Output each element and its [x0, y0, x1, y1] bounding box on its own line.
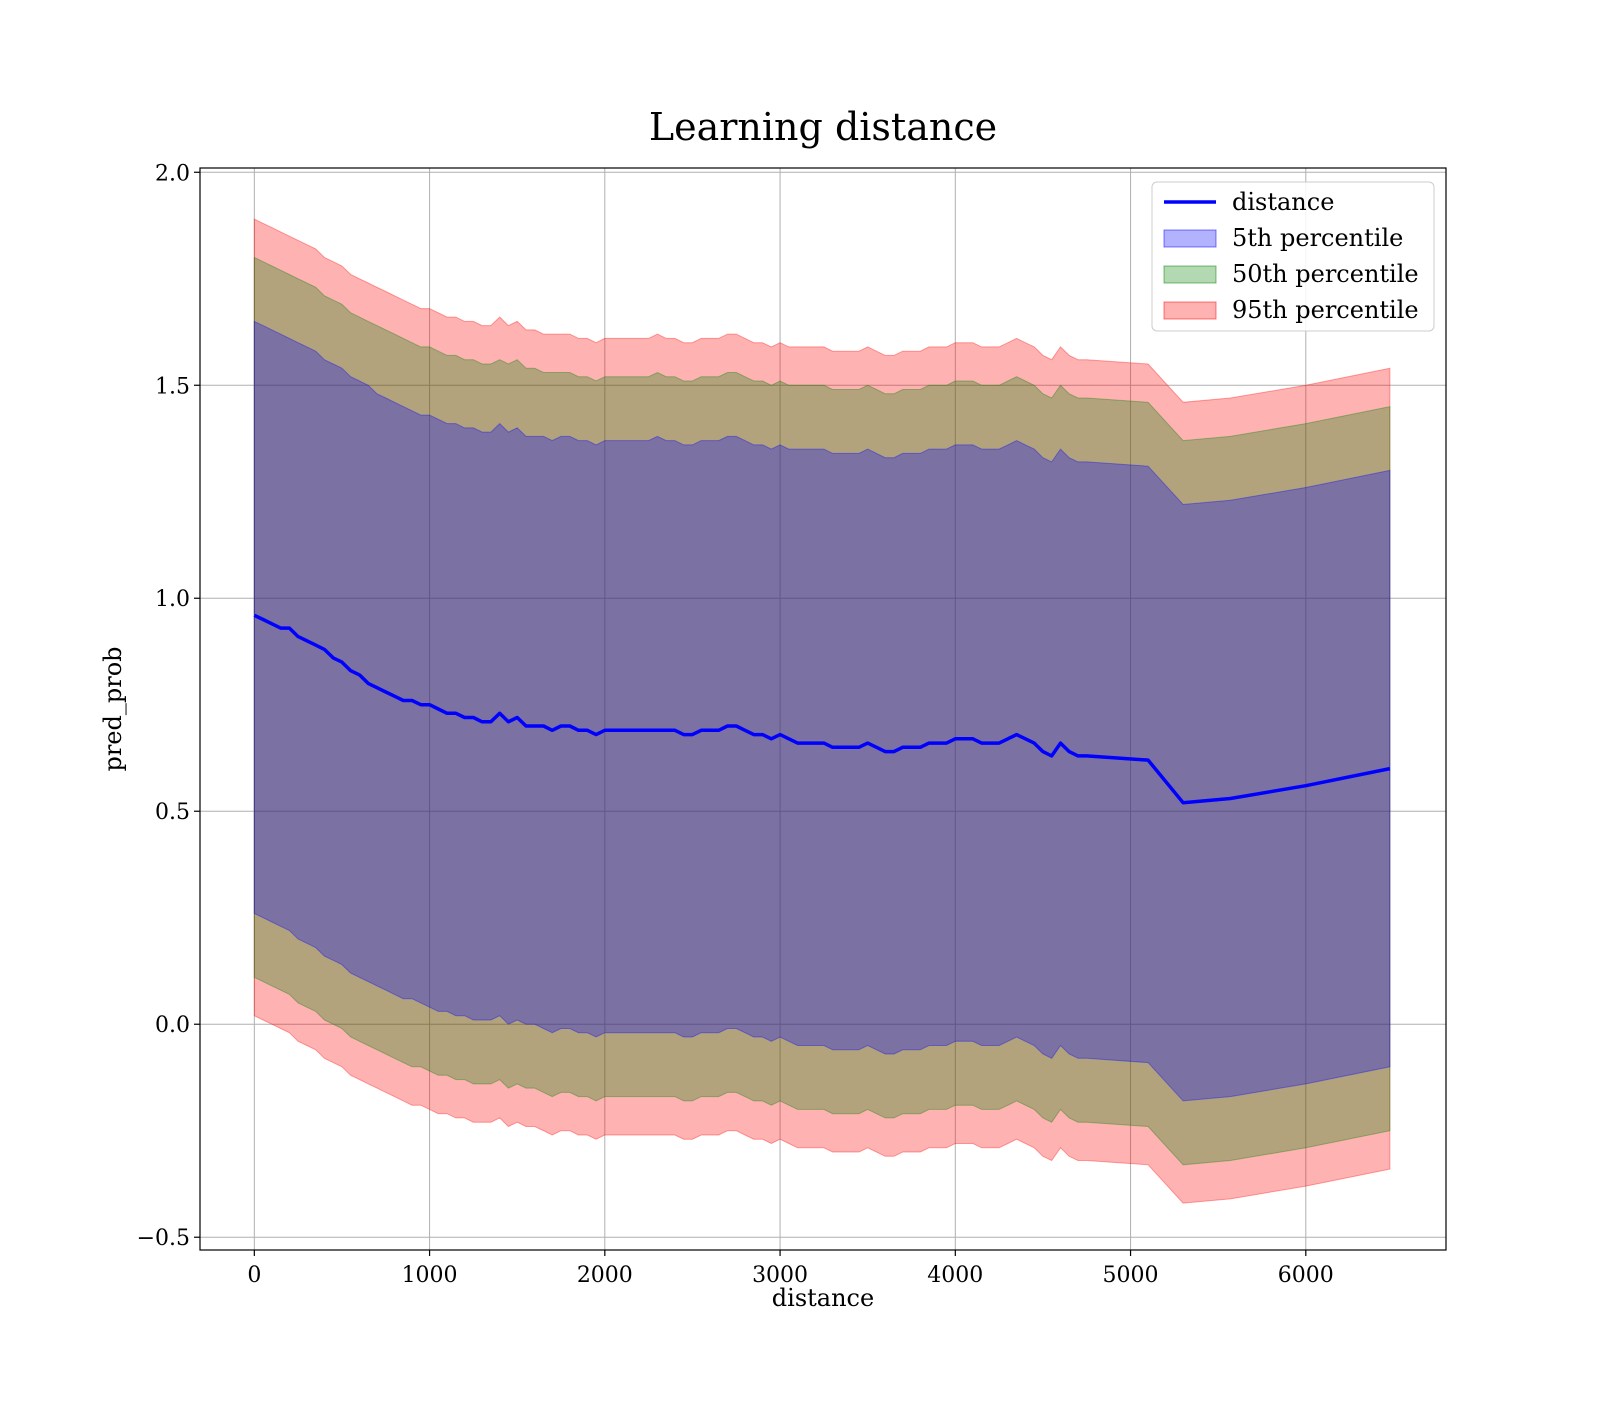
legend-95th-swatch [1163, 301, 1217, 320]
y-tick-label: 1.0 [155, 587, 190, 612]
grid [200, 168, 1446, 1250]
y-tick-label: 0.5 [155, 800, 190, 825]
x-tick-label: 3000 [752, 1263, 808, 1288]
percentile-bands [253, 218, 1391, 1204]
band-5th-percentile [253, 320, 1391, 1102]
distance-line-layer [253, 613, 1391, 805]
distance-line [253, 613, 1391, 805]
legend-label: 50th percentile [1232, 260, 1419, 288]
legend-box [1151, 181, 1435, 332]
chart-title: Learning distance [649, 105, 997, 149]
x-axis-label: distance [772, 1284, 874, 1312]
x-tick-label: 6000 [1278, 1263, 1334, 1288]
plot-frame [199, 167, 1447, 1251]
y-axis-label: pred_prob [99, 646, 127, 771]
legend-5th-swatch [1163, 229, 1217, 248]
legend-50th-swatch [1163, 265, 1217, 284]
y-tick-label: 1.5 [155, 374, 190, 399]
x-tick-label: 0 [247, 1263, 261, 1288]
axis-ticks: 0 1000 2000 3000 4000 5000 6000 −0.5 0.0 0.5 1.0 1.… [137, 161, 1334, 1288]
x-tick-label: 2000 [577, 1263, 633, 1288]
band-95th-percentile [253, 218, 1391, 1204]
legend-label: 95th percentile [1232, 296, 1419, 324]
legend-label: distance [1232, 188, 1334, 216]
y-tick-label: 0.0 [155, 1013, 190, 1038]
y-tick-label: −0.5 [137, 1226, 190, 1251]
band-50th-percentile [253, 256, 1391, 1166]
legend: distance 5th percentile 50th percentile 95t… [1151, 181, 1435, 332]
x-tick-label: 1000 [402, 1263, 458, 1288]
y-tick-label: 2.0 [155, 161, 190, 186]
x-tick-label: 5000 [1103, 1263, 1159, 1288]
x-tick-label: 4000 [927, 1263, 983, 1288]
legend-label: 5th percentile [1232, 224, 1403, 252]
